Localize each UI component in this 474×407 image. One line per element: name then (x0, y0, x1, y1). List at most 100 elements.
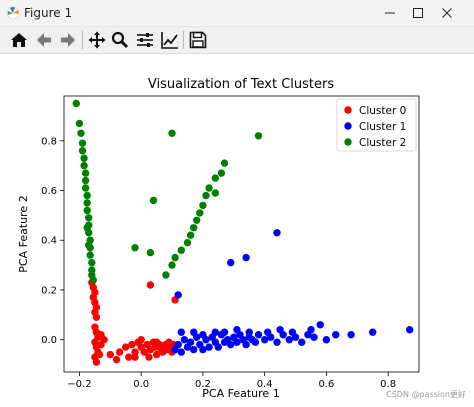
legend-label: Cluster 2 (359, 137, 406, 149)
scatter-point-cluster-1 (199, 345, 207, 354)
scatter-point-cluster-2 (78, 147, 87, 155)
scatter-point-cluster-1 (298, 338, 306, 346)
maximize-button[interactable] (408, 3, 428, 23)
scatter-point-cluster-1 (233, 338, 241, 346)
scatter-point-cluster-2 (162, 271, 170, 279)
scatter-point-cluster-1 (322, 336, 331, 344)
scatter-point-cluster-1 (242, 340, 250, 349)
scatter-point-cluster-2 (81, 184, 90, 192)
legend-box (336, 98, 417, 152)
scatter-point-cluster-1 (307, 326, 315, 334)
scatter-point-cluster-0 (122, 343, 130, 351)
legend-label: Cluster 0 (359, 105, 406, 117)
scatter-point-cluster-1 (276, 326, 284, 334)
navigation-toolbar (0, 27, 474, 54)
scatter-point-cluster-0 (125, 353, 133, 361)
zoom-button[interactable] (109, 29, 131, 51)
scatter-point-cluster-2 (81, 169, 90, 177)
zoom-icon (111, 31, 129, 49)
legend-label: Cluster 1 (359, 121, 406, 133)
edit-curves-button[interactable] (159, 29, 181, 51)
scatter-point-cluster-2 (183, 239, 192, 247)
scatter-point-cluster-1 (406, 326, 414, 334)
scatter-point-cluster-1 (190, 345, 198, 354)
close-icon (442, 8, 452, 18)
x-axis-ticks: −0.2 0.0 0.2 0.4 0.6 0.8 (67, 372, 396, 390)
scatter-point-cluster-2 (80, 161, 88, 170)
scatter-point-cluster-0 (152, 338, 161, 346)
scatter-point-cluster-0 (97, 331, 105, 339)
scatter-point-cluster-2 (190, 224, 198, 232)
window-title: Figure 1 (24, 6, 73, 20)
scatter-point-cluster-0 (112, 355, 121, 364)
x-tick-label: 0.8 (380, 379, 396, 390)
figure-canvas[interactable]: Visualization of Text Clusters −0.2 0.0 0.… (0, 54, 474, 403)
back-button[interactable] (33, 29, 55, 51)
scatter-point-cluster-2 (211, 174, 219, 182)
scatter-point-cluster-0 (145, 353, 153, 361)
window-titlebar: Figure 1 (0, 0, 474, 27)
y-tick-label: 0.6 (41, 186, 57, 197)
y-tick-label: 0.8 (41, 136, 57, 147)
scatter-point-cluster-2 (202, 191, 210, 200)
scatter-point-cluster-2 (78, 139, 87, 147)
scatter-point-cluster-1 (310, 333, 318, 341)
x-tick-label: 0.2 (195, 379, 211, 390)
scatter-point-cluster-1 (227, 340, 235, 349)
scatter-point-cluster-2 (211, 189, 219, 197)
scatter-point-cluster-1 (347, 331, 355, 339)
y-tick-label: 0.0 (41, 335, 57, 346)
minimize-button[interactable] (380, 3, 400, 23)
forward-button[interactable] (57, 29, 79, 51)
close-button[interactable] (437, 3, 457, 23)
legend: Cluster 0 Cluster 1 Cluster 2 (336, 98, 417, 152)
save-button[interactable] (187, 29, 209, 51)
scatter-point-cluster-2 (177, 246, 185, 254)
scatter-point-cluster-1 (245, 328, 253, 336)
home-button[interactable] (8, 29, 30, 51)
scatter-point-cluster-2 (88, 258, 96, 267)
scatter-point-cluster-0 (106, 350, 115, 359)
scatter-point-cluster-2 (83, 199, 91, 207)
watermark-text: CSDN @passion更好 (386, 390, 466, 399)
scatter-point-cluster-2 (83, 191, 91, 200)
scatter-point-cluster-2 (196, 209, 204, 217)
scatter-point-cluster-1 (214, 343, 222, 351)
scatter-point-cluster-1 (251, 338, 260, 346)
scatter-point-cluster-2 (80, 154, 88, 162)
scatter-point-cluster-1 (285, 336, 293, 344)
scatter-point-cluster-1 (199, 331, 207, 339)
scatter-point-cluster-2 (72, 99, 81, 108)
scatter-point-cluster-1 (220, 328, 229, 336)
legend-marker (344, 122, 352, 130)
scatter-point-cluster-1 (242, 253, 250, 262)
scatter-point-cluster-2 (85, 241, 93, 249)
scatter-point-cluster-1 (174, 291, 182, 299)
save-icon (189, 31, 207, 49)
data-points (72, 99, 414, 366)
configure-subplots-button[interactable] (134, 29, 156, 51)
scatter-point-cluster-1 (174, 340, 182, 349)
toolbar-separator (183, 31, 184, 49)
scatter-point-cluster-2 (193, 216, 201, 224)
subplots-config-icon (137, 33, 153, 47)
x-tick-label: 0.4 (257, 379, 273, 390)
scatter-point-cluster-1 (227, 258, 235, 267)
axes-frame (63, 95, 420, 373)
edit-curves-icon (161, 32, 178, 49)
minimize-icon (385, 12, 395, 14)
legend-marker (344, 106, 352, 114)
scatter-point-cluster-2 (75, 119, 84, 128)
pan-button[interactable] (86, 29, 108, 51)
scatter-point-cluster-1 (288, 328, 297, 336)
scatter-chart: Visualization of Text Clusters −0.2 0.0 0.… (17, 77, 420, 400)
y-axis-label: PCA Feature 2 (17, 195, 30, 272)
x-axis-label: PCA Feature 1 (202, 387, 279, 400)
scatter-point-cluster-1 (233, 326, 241, 334)
x-tick-label: 0.0 (133, 379, 149, 390)
scatter-point-cluster-2 (83, 224, 91, 232)
x-tick-label: 0.6 (318, 379, 334, 390)
scatter-point-cluster-2 (171, 253, 179, 262)
scatter-point-cluster-2 (146, 248, 155, 257)
scatter-point-cluster-1 (332, 331, 340, 339)
